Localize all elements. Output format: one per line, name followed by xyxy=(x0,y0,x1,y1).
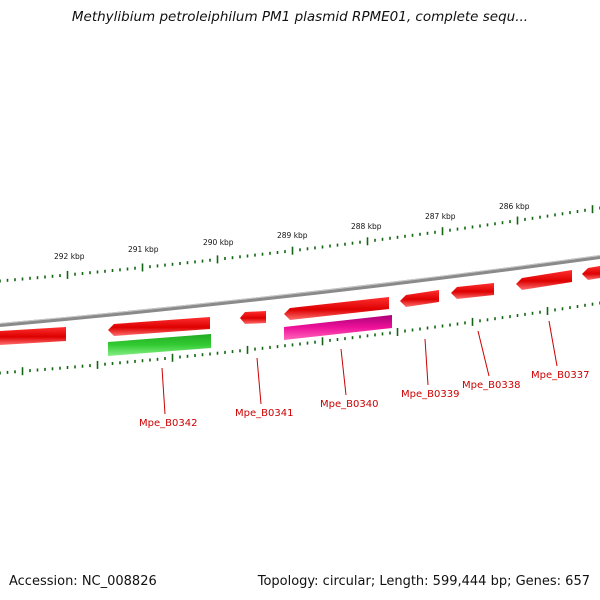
scale-label-287: 287 kbp xyxy=(425,212,456,221)
leader-line xyxy=(161,367,166,415)
leader-line xyxy=(548,320,558,367)
outer-scale-ticks xyxy=(0,205,600,283)
accession-text: Accession: NC_008826 xyxy=(9,574,157,589)
scale-label-290: 290 kbp xyxy=(203,238,234,247)
leader-line xyxy=(256,357,262,405)
plasmid-backbone-highlight xyxy=(0,255,600,324)
scale-label-291: 291 kbp xyxy=(128,245,159,254)
green-feature[interactable] xyxy=(108,334,211,356)
leader-line xyxy=(477,330,490,377)
gene-label-b0337[interactable]: Mpe_B0337 xyxy=(531,370,589,381)
gene-arrow[interactable] xyxy=(582,266,600,280)
gene-label-b0339[interactable]: Mpe_B0339 xyxy=(401,389,459,400)
gene-arrow[interactable] xyxy=(451,283,494,299)
scale-labels: 292 kbp 291 kbp 290 kbp 289 kbp 288 kbp … xyxy=(54,202,530,261)
gene-label-b0338[interactable]: Mpe_B0338 xyxy=(462,380,520,391)
map-title: Methylibium petroleiphilum PM1 plasmid R… xyxy=(71,9,529,25)
rna-track xyxy=(108,315,392,356)
gene-label-b0340[interactable]: Mpe_B0340 xyxy=(320,399,378,410)
gene-arrow[interactable] xyxy=(284,297,389,320)
scale-label-289: 289 kbp xyxy=(277,231,308,240)
topology-summary: Topology: circular; Length: 599,444 bp; … xyxy=(257,574,590,589)
gene-arrow[interactable] xyxy=(400,290,439,307)
scale-label-288: 288 kbp xyxy=(351,222,382,231)
scale-label-286: 286 kbp xyxy=(499,202,530,211)
label-leaders xyxy=(161,320,558,415)
gene-label-b0341[interactable]: Mpe_B0341 xyxy=(235,408,293,419)
gene-labels: Mpe_B0342 Mpe_B0341 Mpe_B0340 Mpe_B0339 … xyxy=(139,370,589,429)
leader-line xyxy=(340,348,347,396)
gene-arrow[interactable] xyxy=(516,270,572,290)
inner-scale-ticks xyxy=(0,301,600,376)
gene-arrow[interactable] xyxy=(108,317,210,336)
gene-arrow[interactable] xyxy=(0,327,66,345)
gene-track xyxy=(0,266,600,345)
leader-line xyxy=(424,338,429,386)
plasmid-backbone xyxy=(0,255,600,327)
scale-label-292: 292 kbp xyxy=(54,252,85,261)
gene-label-b0342[interactable]: Mpe_B0342 xyxy=(139,418,197,429)
gene-arrow[interactable] xyxy=(240,311,266,324)
magenta-feature[interactable] xyxy=(284,315,392,340)
